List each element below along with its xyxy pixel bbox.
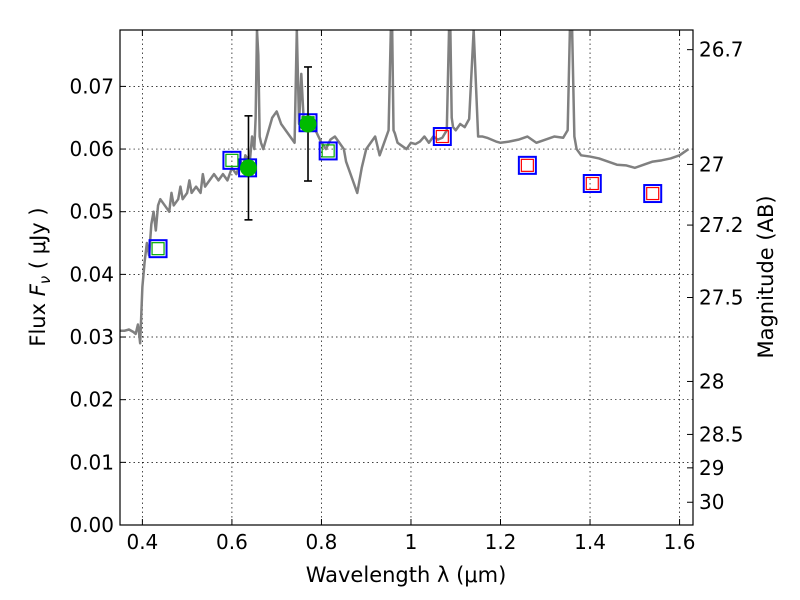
x-tick-label: 1.4 (574, 530, 606, 554)
hst-flux-square (225, 153, 239, 167)
y-tick-label: 0.01 (69, 450, 114, 474)
y-tick-label: 0.02 (69, 388, 114, 412)
y-tick-label: 0.00 (69, 513, 114, 537)
hst-flux-square (520, 158, 534, 172)
x-axis-title: Wavelength λ (μm) (306, 563, 507, 587)
x-tick-label: 1.2 (485, 530, 517, 554)
y2-tick-label: 27 (699, 152, 724, 176)
x-tick-label: 1.6 (664, 530, 696, 554)
hst-flux-square (321, 144, 335, 158)
y-axis-title: Flux Fν ( μJy ) (26, 207, 54, 346)
x-tick-label: 1 (405, 530, 418, 554)
model-flux-square (582, 174, 602, 194)
y2-tick-label: 28 (699, 369, 724, 393)
plot-background (120, 30, 693, 525)
model-flux-square (432, 127, 452, 147)
y-tick-label: 0.03 (69, 325, 114, 349)
hst-flux-square (585, 176, 599, 191)
hst-flux-square (646, 186, 660, 201)
y-axis-title-symbol: F (26, 283, 50, 296)
ticks (120, 30, 693, 526)
y2-axis-title: Magnitude (AB) (754, 195, 778, 358)
detection-point (239, 159, 257, 177)
sed-model-line (120, 30, 690, 345)
y2-tick-label: 29 (699, 456, 724, 480)
y-axis-title-prefix: Flux (26, 296, 50, 346)
tick-labels: 0.4 0.6 0.8 1 1.2 1.4 1.6 0.00 0.01 0.02 0.03 0.04 0… (69, 38, 743, 554)
y2-tick-label: 26.7 (699, 38, 744, 62)
y2-tick-label: 27.2 (699, 213, 744, 237)
y-axis-title-subscript: ν (36, 276, 54, 284)
model-flux-square (148, 239, 168, 259)
x-tick-label: 0.4 (126, 530, 158, 554)
hst-flux-square (151, 242, 165, 256)
y-tick-label: 0.05 (69, 200, 114, 224)
plot-frame (119, 29, 694, 526)
x-tick-label: 0.6 (216, 530, 248, 554)
sed-model-layer (120, 30, 690, 345)
model-flux-square (517, 155, 537, 175)
y-tick-label: 0.07 (69, 74, 114, 98)
y2-tick-label: 28.5 (699, 422, 744, 446)
y2-tick-label: 27.5 (699, 285, 744, 309)
x-tick-label: 0.8 (306, 530, 338, 554)
y-tick-label: 0.04 (69, 262, 114, 286)
y-tick-label: 0.06 (69, 137, 114, 161)
model-flux-square (643, 184, 663, 204)
model-flux-square (318, 141, 338, 161)
detection-point (299, 115, 317, 133)
photometry-layer (148, 66, 663, 259)
y-axis-title-suffix: ( μJy ) (26, 207, 50, 275)
hst-flux-square (435, 129, 449, 144)
y2-tick-label: 30 (699, 490, 724, 514)
